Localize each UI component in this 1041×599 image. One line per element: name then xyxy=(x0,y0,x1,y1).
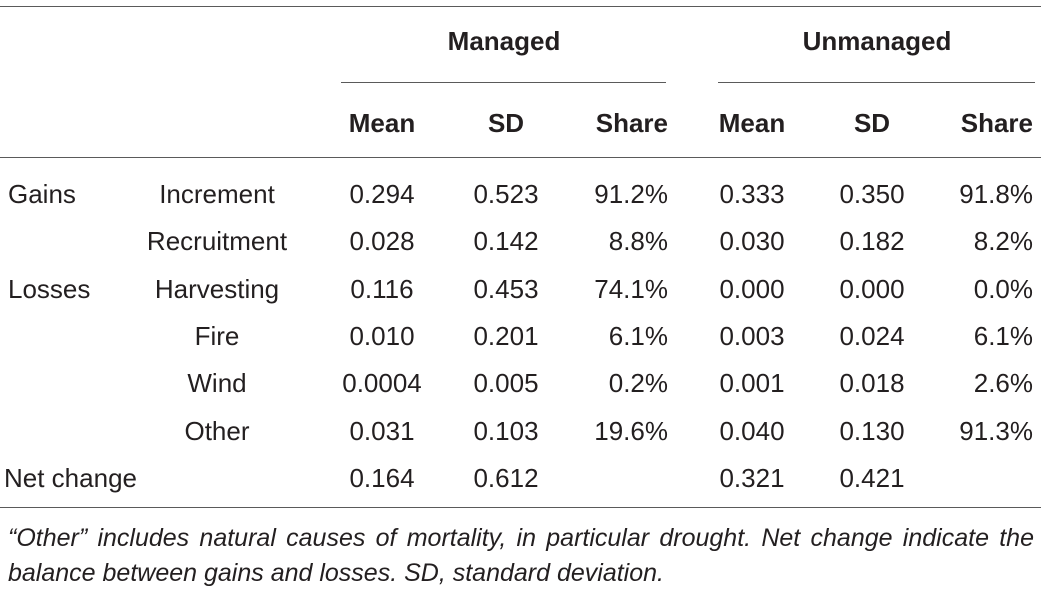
column-header-managed-mean: Mean xyxy=(348,108,416,138)
row-subcategory: Wind xyxy=(187,368,247,398)
table-cell: 0.294 xyxy=(349,179,415,209)
table-cell: 0.010 xyxy=(349,321,415,351)
table-cell: 0.453 xyxy=(473,274,539,304)
table-cell: 19.6% xyxy=(594,416,668,446)
table-cell: 0.024 xyxy=(839,321,905,351)
table-cell: 0.164 xyxy=(349,463,415,493)
managed-group-rule xyxy=(341,82,666,83)
table-cell: 0.333 xyxy=(719,179,785,209)
table-cell: 0.142 xyxy=(473,226,539,256)
table-cell: 0.2% xyxy=(608,368,668,398)
table-cell: 0.018 xyxy=(839,368,905,398)
row-category: Gains xyxy=(8,179,76,209)
table-cell: 0.103 xyxy=(473,416,539,446)
table-cell: 0.130 xyxy=(839,416,905,446)
table-cell: 0.028 xyxy=(349,226,415,256)
table-cell: 0.182 xyxy=(839,226,905,256)
table-cell: 0.612 xyxy=(473,463,539,493)
row-subcategory: Other xyxy=(184,416,250,446)
column-header-unmanaged-sd: SD xyxy=(853,108,891,138)
table-cell: 0.000 xyxy=(839,274,905,304)
row-category: Losses xyxy=(8,274,91,304)
table-cell: 91.8% xyxy=(959,179,1033,209)
unmanaged-group-rule xyxy=(718,82,1035,83)
table-top-rule xyxy=(0,6,1041,7)
table-cell: 0.523 xyxy=(473,179,539,209)
row-subcategory: Recruitment xyxy=(146,226,288,256)
table-cell: 0.421 xyxy=(839,463,905,493)
table-cell: 0.001 xyxy=(719,368,785,398)
row-category: Net change xyxy=(4,463,137,493)
row-subcategory: Harvesting xyxy=(154,274,280,304)
table-cell: 0.031 xyxy=(349,416,415,446)
row-subcategory: Increment xyxy=(159,179,275,209)
table-cell: 91.2% xyxy=(594,179,668,209)
table-cell: 0.040 xyxy=(719,416,785,446)
row-subcategory: Fire xyxy=(194,321,240,351)
header-bottom-rule xyxy=(0,157,1041,158)
table-cell: 0.030 xyxy=(719,226,785,256)
column-header-managed-sd: SD xyxy=(487,108,525,138)
table-bottom-rule xyxy=(0,507,1041,508)
table-cell: 0.000 xyxy=(719,274,785,304)
group-header-managed: Managed xyxy=(447,26,561,56)
table-cell: 6.1% xyxy=(608,321,668,351)
table-cell: 0.321 xyxy=(719,463,785,493)
table-cell: 0.116 xyxy=(350,274,414,304)
table-cell: 0.201 xyxy=(473,321,539,351)
table-cell: 8.8% xyxy=(608,226,668,256)
table-cell: 0.350 xyxy=(839,179,905,209)
column-header-unmanaged-share: Share xyxy=(960,108,1033,138)
column-header-managed-share: Share xyxy=(595,108,668,138)
table-cell: 74.1% xyxy=(594,274,668,304)
table-cell: 0.0% xyxy=(973,274,1033,304)
table-cell: 0.005 xyxy=(473,368,539,398)
table-cell: 6.1% xyxy=(973,321,1033,351)
group-header-unmanaged: Unmanaged xyxy=(802,26,952,56)
table-cell: 2.6% xyxy=(973,368,1033,398)
table-cell: 91.3% xyxy=(959,416,1033,446)
table-cell: 8.2% xyxy=(973,226,1033,256)
table-cell: 0.003 xyxy=(719,321,785,351)
table-cell: 0.0004 xyxy=(342,368,422,398)
table-footnote: “Other” includes natural causes of morta… xyxy=(8,524,1034,587)
column-header-unmanaged-mean: Mean xyxy=(718,108,786,138)
